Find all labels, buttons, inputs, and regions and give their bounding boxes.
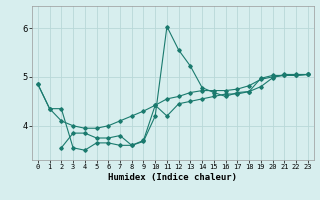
X-axis label: Humidex (Indice chaleur): Humidex (Indice chaleur)	[108, 173, 237, 182]
